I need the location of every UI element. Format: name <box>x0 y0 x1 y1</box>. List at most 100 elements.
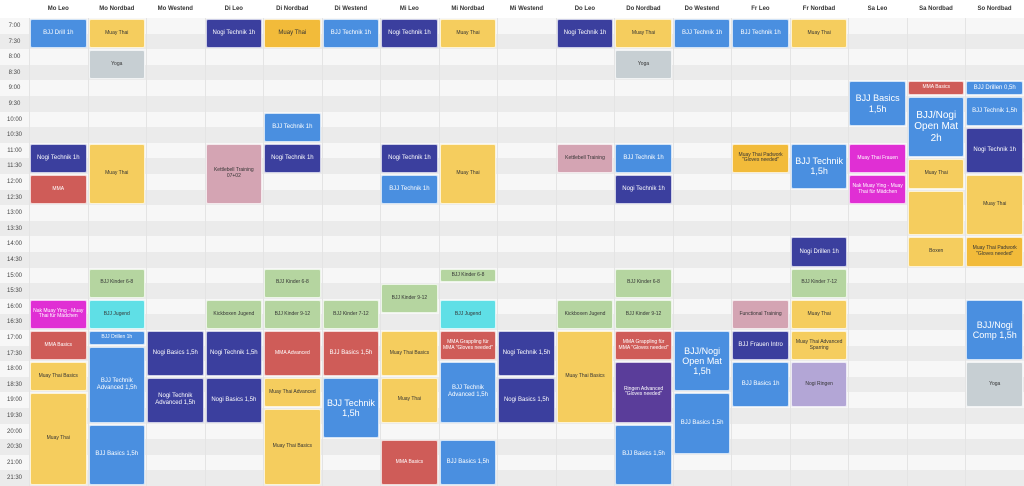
class-event[interactable]: Ringen Advanced "Gloves needed" <box>615 362 672 423</box>
class-event[interactable]: Nogi Basics 1,5h <box>498 377 555 423</box>
class-event[interactable]: Nogi Technik 1,5h <box>498 331 555 376</box>
class-event[interactable]: BJJ Kinder 7-12 <box>790 268 848 298</box>
class-event[interactable]: BJJ Kinder 7-12 <box>322 299 380 329</box>
time-label: 11:30 <box>7 163 22 170</box>
class-event[interactable]: Muay Thai <box>439 143 497 205</box>
class-event[interactable]: BJJ/Nogi Open Mat 2h <box>907 97 965 158</box>
class-event[interactable]: BJJ Kinder 6-8 <box>88 268 146 298</box>
class-event[interactable]: BJJ Technik Advanced 1,5h <box>439 362 497 423</box>
class-event[interactable]: BJJ/Nogi Comp 1,5h <box>966 299 1023 361</box>
class-event[interactable]: BJJ Basics 1,5h <box>88 424 146 485</box>
class-event[interactable]: BJJ Basics 1,5h <box>322 331 380 376</box>
class-event[interactable]: BJJ Drillen 0,5h <box>966 81 1023 95</box>
class-event[interactable]: Muay Thai <box>966 175 1023 236</box>
class-event[interactable]: Nogi Drillen 1h <box>790 237 848 267</box>
class-event[interactable]: Muay Thai Basics <box>264 409 321 485</box>
class-event[interactable]: Nogi Technik 1h <box>205 19 263 49</box>
class-event[interactable]: Muay Thai <box>88 143 146 205</box>
class-event[interactable]: Nogi Technik 1h <box>381 19 438 49</box>
class-event[interactable]: Nogi Technik 1h <box>556 19 614 49</box>
class-event[interactable]: MMA Grappling für MMA "Gloves needed" <box>439 331 497 361</box>
class-event[interactable]: Yoga <box>615 50 672 80</box>
class-event[interactable]: Muay Thai <box>381 377 438 423</box>
class-event[interactable]: Yoga <box>966 362 1023 407</box>
class-event[interactable]: Nogi Technik 1h <box>615 175 672 205</box>
class-event[interactable]: Kettlebell Training 07+02 <box>205 143 263 205</box>
class-event[interactable]: BJJ Basics 1h <box>732 362 789 407</box>
class-event[interactable]: Yoga <box>88 50 146 80</box>
class-event[interactable]: BJJ Drill 1h <box>30 19 87 49</box>
class-event[interactable]: BJJ Technik 1,5h <box>322 377 380 439</box>
class-event[interactable]: Nogi Technik 1h <box>966 128 1023 173</box>
class-event[interactable]: Nogi Technik 1,5h <box>205 331 263 376</box>
class-event[interactable]: BJJ Kinder 6-8 <box>615 268 672 298</box>
class-event[interactable]: BJJ Jugend <box>88 299 146 329</box>
class-event[interactable]: MMA Basics <box>30 331 87 361</box>
class-event[interactable]: Kickboxen Jugend <box>205 299 263 329</box>
class-event[interactable]: Nogi Technik 1h <box>264 143 321 173</box>
class-event[interactable]: Muay Thai Frauen <box>849 143 906 173</box>
class-event[interactable]: BJJ Kinder 6-8 <box>264 268 321 298</box>
class-event[interactable]: Nogi Basics 1,5h <box>205 377 263 423</box>
class-event[interactable]: Nogi Technik Advanced 1,5h <box>147 377 204 423</box>
class-event[interactable]: Nogi Technik 1h <box>381 143 438 173</box>
class-event[interactable]: BJJ Kinder 9-12 <box>615 299 672 329</box>
class-event[interactable]: Muay Thai Advanced <box>264 377 321 407</box>
class-event[interactable]: BJJ Technik 1h <box>732 19 789 49</box>
class-event-label: Kickboxen Jugend <box>564 310 606 317</box>
class-event[interactable]: BJJ Basics 1,5h <box>615 424 672 485</box>
class-event[interactable] <box>907 190 965 236</box>
class-event[interactable]: BJJ Technik 1,5h <box>790 143 848 189</box>
class-event[interactable]: Boxen <box>907 237 965 267</box>
class-event[interactable]: MMA Grappling für MMA "Gloves needed" <box>615 331 672 361</box>
class-event[interactable]: Kettlebell Training <box>556 143 614 173</box>
class-event-label: Muay Thai <box>105 29 129 36</box>
class-event[interactable]: Muay Thai <box>439 19 497 49</box>
class-event[interactable]: Muay Thai Basics <box>381 331 438 376</box>
class-event[interactable]: Muay Thai Padwork "Gloves needed" <box>732 143 789 173</box>
class-event[interactable]: Functional Training <box>732 299 789 329</box>
class-event[interactable]: Muay Thai <box>264 19 321 49</box>
class-event[interactable]: BJJ Technik 1h <box>673 19 731 49</box>
class-event[interactable]: MMA Basics <box>381 440 438 485</box>
class-event[interactable]: BJJ Technik 1h <box>381 175 438 205</box>
class-event[interactable]: Kickboxen Jugend <box>556 299 614 329</box>
class-event[interactable]: BJJ Kinder 9-12 <box>381 284 438 314</box>
class-event[interactable]: Nogi Ringen <box>790 362 848 407</box>
class-event[interactable]: Nogi Basics 1,5h <box>147 331 204 376</box>
class-event[interactable]: Muay Thai <box>88 19 146 49</box>
column-header: Di Nordbad <box>276 6 309 12</box>
class-event[interactable]: BJJ Kinder 9-12 <box>264 299 321 329</box>
class-event[interactable]: Muay Thai Padwork "Gloves needed" <box>966 237 1023 267</box>
class-event-label: Nogi Technik 1h <box>973 147 1017 154</box>
class-event[interactable]: BJJ Technik 1h <box>264 112 321 142</box>
class-event[interactable]: BJJ Technik 1h <box>615 143 672 173</box>
class-event[interactable]: BJJ Basics 1,5h <box>439 440 497 485</box>
class-event[interactable]: Muay Thai <box>30 393 87 485</box>
class-event[interactable]: Muay Thai Basics <box>30 362 87 392</box>
class-event[interactable]: BJJ Jugend <box>439 299 497 329</box>
class-event[interactable]: BJJ Frauen Intro <box>732 331 789 361</box>
class-event[interactable]: BJJ Basics 1,5h <box>673 393 731 454</box>
class-event[interactable]: Muay Thai <box>615 19 672 49</box>
class-event[interactable]: BJJ Basics 1,5h <box>849 81 906 127</box>
time-row <box>0 127 1024 143</box>
class-event-label: Muay Thai <box>278 30 307 37</box>
class-event[interactable]: BJJ Kinder 6-8 <box>439 268 497 283</box>
class-event[interactable]: BJJ Technik 1h <box>322 19 380 49</box>
class-event[interactable]: Nak Muay Ying - Muay Thai für Mädchen <box>849 175 906 205</box>
class-event[interactable]: Nogi Technik 1h <box>30 143 87 173</box>
class-event[interactable]: MMA Basics <box>907 81 965 95</box>
class-event[interactable]: Muay Thai <box>790 19 848 49</box>
class-event[interactable]: Muay Thai <box>907 159 965 189</box>
class-event[interactable]: BJJ Technik 1,5h <box>966 97 1023 127</box>
class-event[interactable]: Nak Muay Ying - Muay Thai für Mädchen <box>30 299 87 329</box>
class-event[interactable]: MMA <box>30 175 87 205</box>
class-event[interactable]: Muay Thai Advanced Sparring <box>790 331 848 361</box>
class-event[interactable]: BJJ Drillen 1h <box>88 331 146 345</box>
class-event[interactable]: Muay Thai Basics <box>556 331 614 423</box>
class-event[interactable]: BJJ/Nogi Open Mat 1,5h <box>673 331 731 392</box>
class-event[interactable]: BJJ Technik Advanced 1,5h <box>88 346 146 423</box>
class-event[interactable]: MMA Advanced <box>264 331 321 376</box>
class-event[interactable]: Muay Thai <box>790 299 848 329</box>
